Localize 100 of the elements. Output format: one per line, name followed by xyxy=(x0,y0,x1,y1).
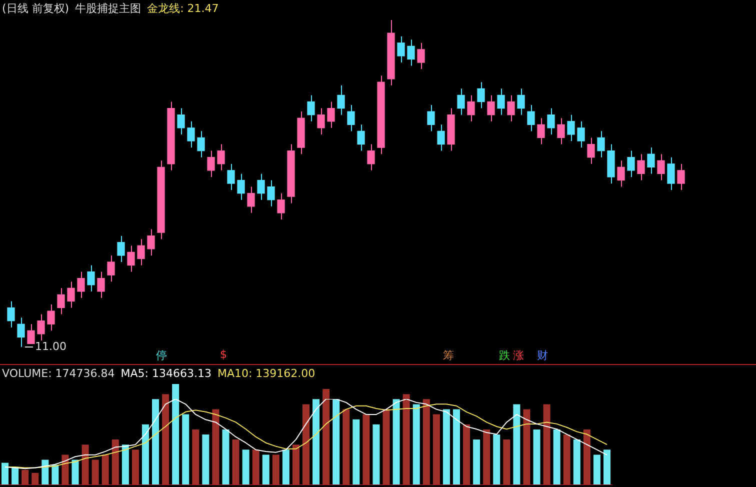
candlestick xyxy=(257,173,265,200)
bar xyxy=(212,409,220,485)
candlestick xyxy=(597,130,605,158)
bar xyxy=(182,414,190,485)
bar xyxy=(102,454,109,485)
candlestick xyxy=(517,88,525,116)
bar xyxy=(342,409,350,485)
bar xyxy=(593,454,600,485)
candlestick xyxy=(497,88,505,116)
candlestick xyxy=(247,186,255,214)
bar xyxy=(603,450,610,485)
bar xyxy=(442,409,450,485)
candlestick xyxy=(127,245,135,272)
bar xyxy=(42,460,49,485)
text: 跌 xyxy=(498,348,511,363)
bar xyxy=(282,450,290,485)
candlestick xyxy=(147,228,155,256)
bar xyxy=(412,404,420,485)
bar xyxy=(473,440,480,485)
bar xyxy=(72,460,79,485)
bar xyxy=(483,429,490,485)
candlestick xyxy=(27,324,35,344)
candlestick xyxy=(577,120,585,148)
text: 财 xyxy=(536,348,549,363)
candlestick xyxy=(357,124,365,152)
bar xyxy=(32,472,39,485)
bar xyxy=(22,470,29,485)
candlestick xyxy=(317,108,325,135)
bar xyxy=(92,460,99,485)
bar xyxy=(422,399,430,485)
bar xyxy=(362,414,370,485)
candlestick xyxy=(677,163,685,191)
candlestick xyxy=(57,288,65,315)
bar xyxy=(2,462,9,485)
bar xyxy=(202,434,210,485)
bar xyxy=(452,409,460,485)
candlestick xyxy=(637,154,645,181)
bar xyxy=(583,429,590,485)
bar xyxy=(152,399,160,485)
candlestick xyxy=(487,94,495,122)
candlestick xyxy=(7,300,15,328)
candlestick xyxy=(657,154,665,181)
bar xyxy=(513,404,520,485)
bar xyxy=(332,399,340,485)
bar xyxy=(352,419,360,485)
text: 金龙线: 21.47 xyxy=(147,2,219,15)
bar xyxy=(312,399,320,485)
candlestick xyxy=(227,163,235,191)
bar xyxy=(372,424,380,485)
candlestick xyxy=(627,150,635,178)
candlestick xyxy=(267,180,275,207)
candlestick xyxy=(647,147,655,174)
candlestick xyxy=(237,173,245,200)
candlestick xyxy=(107,254,115,282)
candlestick xyxy=(137,238,145,266)
text: MA5: 134663.13 xyxy=(120,367,212,380)
text: $ xyxy=(219,348,228,361)
text: 停 xyxy=(155,348,168,363)
bar xyxy=(132,450,139,485)
bar xyxy=(392,399,400,485)
chart-title: (日线 前复权) xyxy=(2,2,70,15)
bar xyxy=(573,440,580,485)
bar xyxy=(503,440,510,485)
bar xyxy=(192,429,200,485)
candlestick xyxy=(457,88,465,116)
bar xyxy=(563,434,570,485)
candlestick xyxy=(177,108,185,135)
candlestick xyxy=(307,94,315,122)
candlestick xyxy=(437,124,445,152)
candlestick xyxy=(17,317,25,348)
text: MA10: 139162.00 xyxy=(217,367,316,380)
candlestick xyxy=(507,94,515,122)
bar xyxy=(232,440,240,485)
candlestick xyxy=(527,104,535,132)
candlestick xyxy=(217,144,225,171)
candlestick xyxy=(537,118,545,145)
candlestick xyxy=(547,108,555,135)
candlestick xyxy=(337,84,345,116)
bar xyxy=(523,409,530,485)
bar xyxy=(543,404,550,485)
text: 筹 xyxy=(442,348,455,363)
candlestick xyxy=(567,114,575,142)
candlestick xyxy=(467,94,475,122)
bar xyxy=(262,454,270,485)
candlestick xyxy=(327,101,335,128)
bar xyxy=(493,434,500,485)
annotation: 11.00 xyxy=(35,340,66,353)
bar xyxy=(242,450,250,485)
chart-subtitle: 牛股捕捉主图 xyxy=(75,2,142,15)
candlestick xyxy=(97,271,105,298)
candlestick xyxy=(367,144,375,171)
bar xyxy=(292,444,300,485)
bar xyxy=(222,429,230,485)
candlestick xyxy=(47,304,55,332)
candlestick xyxy=(77,271,85,298)
bar xyxy=(112,440,119,485)
text: VOLUME: 174736.84 xyxy=(2,367,115,380)
bar xyxy=(122,444,129,485)
candlestick xyxy=(277,192,285,220)
text: 涨 xyxy=(512,348,525,363)
